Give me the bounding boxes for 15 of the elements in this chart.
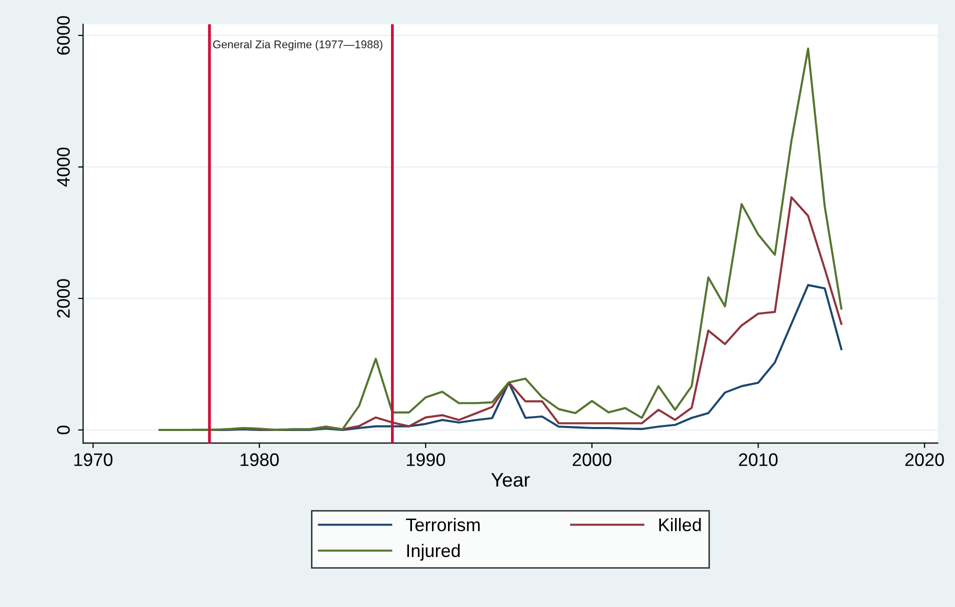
x-tick-label: 2020	[905, 453, 944, 466]
y-tick-label: 4000	[57, 148, 70, 187]
x-tick-label: 1990	[406, 453, 446, 466]
annotation: General Zia Regime (1977—1988)	[213, 40, 382, 50]
x-tick-label: 1970	[74, 453, 112, 466]
x-tick-label: 2010	[739, 453, 778, 466]
y-tick-label: 2000	[57, 279, 70, 318]
x-axis-title: Year	[491, 473, 530, 487]
x-tick-label: 1980	[240, 453, 279, 466]
legend-label: Injured	[407, 544, 460, 561]
x-tick-label: 2000	[572, 453, 612, 466]
y-tick-label: 0	[57, 426, 70, 434]
y-tick-label: 6000	[57, 16, 70, 55]
legend-label: Killed	[659, 518, 701, 532]
legend-label: Terrorism	[406, 518, 480, 532]
